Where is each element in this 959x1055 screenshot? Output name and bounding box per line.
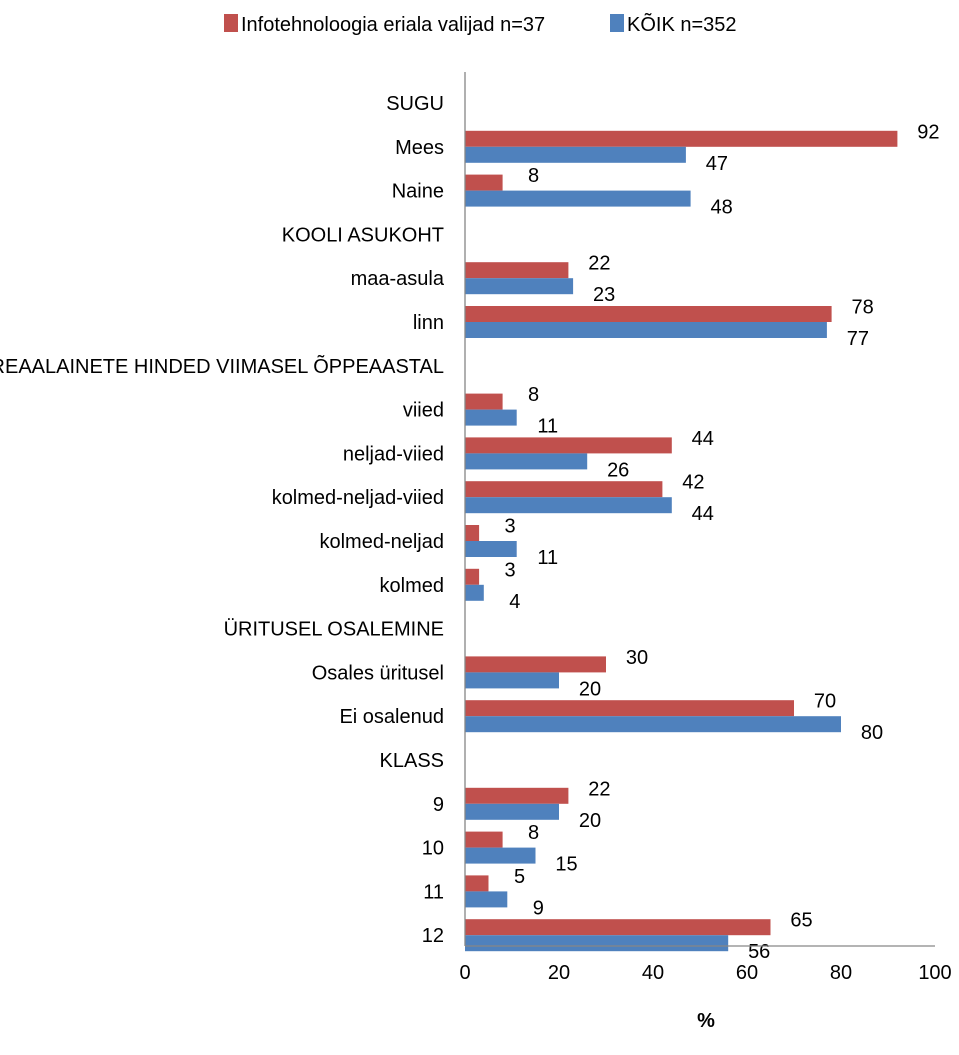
category-label-10: 10: [422, 838, 444, 860]
axes: [464, 72, 935, 947]
value-label-koik-naine: 48: [710, 197, 732, 219]
category-label-klass: KLASS: [380, 750, 444, 772]
bar-infotehnoloogia-viied: [465, 393, 503, 410]
value-label-infotehnoloogia-12: 65: [790, 910, 812, 932]
bar-infotehnoloogia-12: [465, 919, 771, 936]
value-label-infotehnoloogia-9: 22: [588, 778, 610, 800]
bar-infotehnoloogia-osales-uritusel: [465, 656, 606, 673]
bar-koik-maa-asula: [465, 278, 574, 295]
value-label-koik-kolmed-neljad: 11: [537, 547, 558, 569]
category-labels: SUGU Mees Naine KOOLI ASUKOHT maa-asula linn R…: [0, 93, 445, 947]
bar-koik-ei-osalenud: [465, 716, 841, 733]
x-axis-ticks: 0 20 40 60 80 100: [459, 962, 951, 984]
bar-koik-kolmed-neljad: [465, 541, 517, 557]
bar-koik-naine: [465, 190, 691, 207]
value-label-infotehnoloogia-neljad-viied: 44: [692, 428, 714, 450]
category-label-uritusel-osalemine: ÜRITUSEL OSALEMINE: [224, 619, 444, 641]
value-label-infotehnoloogia-kolmed-neljad: 3: [505, 516, 516, 538]
bar-infotehnoloogia-naine: [465, 174, 503, 191]
bar-koik-linn: [465, 322, 827, 338]
category-label-reaalainete-hinded-viimasel-oppeaastal: REAALAINETE HINDED VIIMASEL ÕPPEAASTAL: [0, 354, 444, 378]
bar-infotehnoloogia-kolmed: [465, 568, 480, 585]
category-label-maa-asula: maa-asula: [351, 268, 445, 290]
bar-infotehnoloogia-neljad-viied: [465, 437, 672, 454]
legend-label-koik: KÕIK n=352: [627, 12, 737, 36]
legend-swatch-koik: [610, 14, 624, 32]
x-axis-title: %: [697, 1010, 715, 1032]
value-label-koik-viied: 11: [537, 416, 558, 438]
category-label-9: 9: [433, 794, 444, 816]
legend-swatch-infotehnoloogia: [224, 14, 238, 32]
bar-koik-viied: [465, 409, 517, 426]
value-label-infotehnoloogia-maa-asula: 22: [588, 253, 610, 275]
bar-koik-mees: [465, 146, 686, 163]
value-label-infotehnoloogia-linn: 78: [851, 297, 873, 319]
value-label-koik-12: 56: [748, 941, 770, 963]
value-label-infotehnoloogia-viied: 8: [528, 384, 539, 406]
bar-koik-12: [465, 935, 729, 952]
bar-koik-10: [465, 847, 536, 864]
bar-infotehnoloogia-10: [465, 831, 503, 848]
legend-label-infotehnoloogia: Infotehnoloogia eriala valijad n=37: [241, 14, 545, 36]
category-label-linn: linn: [413, 312, 444, 334]
value-label-infotehnoloogia-ei-osalenud: 70: [814, 691, 836, 713]
value-label-koik-maa-asula: 23: [593, 284, 615, 306]
value-label-koik-kolmed: 4: [509, 591, 520, 613]
category-label-naine: Naine: [392, 181, 444, 203]
value-label-infotehnoloogia-11: 5: [514, 866, 525, 888]
value-label-koik-neljad-viied: 26: [607, 459, 629, 481]
value-label-koik-kolmed-neljad-viied: 44: [692, 503, 714, 525]
category-label-11: 11: [423, 881, 444, 903]
bar-infotehnoloogia-11: [465, 875, 489, 892]
value-label-infotehnoloogia-kolmed-neljad-viied: 42: [682, 472, 704, 494]
category-label-12: 12: [422, 925, 444, 947]
value-label-koik-9: 20: [579, 810, 601, 832]
value-label-infotehnoloogia-naine: 8: [528, 165, 539, 187]
bar-koik-9: [465, 803, 559, 820]
bar-koik-kolmed-neljad-viied: [465, 497, 672, 514]
category-label-kolmed: kolmed: [380, 575, 444, 597]
bar-koik-osales-uritusel: [465, 672, 559, 689]
category-label-sugu: SUGU: [386, 93, 444, 115]
value-label-koik-11: 9: [533, 897, 544, 919]
bar-koik-neljad-viied: [465, 453, 588, 470]
bars: [465, 130, 898, 952]
value-label-infotehnoloogia-kolmed: 3: [505, 559, 516, 581]
bar-infotehnoloogia-ei-osalenud: [465, 700, 794, 717]
x-tick-label-40: 40: [642, 962, 664, 984]
bar-infotehnoloogia-linn: [465, 306, 832, 322]
category-label-kolmed-neljad-viied: kolmed-neljad-viied: [272, 487, 444, 509]
category-label-osales-uritusel: Osales üritusel: [312, 662, 444, 684]
bar-infotehnoloogia-mees: [465, 130, 898, 147]
x-tick-label-20: 20: [548, 962, 570, 984]
value-label-koik-ei-osalenud: 80: [861, 722, 883, 744]
category-label-mees: Mees: [395, 137, 444, 159]
bar-infotehnoloogia-9: [465, 787, 569, 804]
x-tick-label-100: 100: [918, 962, 951, 984]
legend: Infotehnoloogia eriala valijad n=37 KÕIK…: [224, 12, 737, 36]
x-tick-label-80: 80: [830, 962, 852, 984]
x-tick-label-60: 60: [736, 962, 758, 984]
value-label-koik-10: 15: [555, 854, 577, 876]
category-label-kooli-asukoht: KOOLI ASUKOHT: [282, 224, 444, 246]
value-label-koik-osales-uritusel: 20: [579, 678, 601, 700]
value-labels: 92 47 8 48 22 23 78 77 8 11 44 26 42 44 3 11 3 4 30 20 70 80 2…: [505, 121, 940, 963]
x-tick-label-0: 0: [459, 962, 470, 984]
value-label-infotehnoloogia-10: 8: [528, 822, 539, 844]
category-label-kolmed-neljad: kolmed-neljad: [319, 531, 444, 553]
bar-infotehnoloogia-maa-asula: [465, 262, 569, 279]
bar-koik-kolmed: [465, 584, 484, 601]
bar-koik-11: [465, 891, 508, 908]
bar-infotehnoloogia-kolmed-neljad: [465, 525, 480, 541]
bar-infotehnoloogia-kolmed-neljad-viied: [465, 481, 663, 498]
value-label-infotehnoloogia-mees: 92: [917, 121, 939, 143]
category-label-viied: viied: [403, 400, 444, 422]
value-label-koik-linn: 77: [847, 328, 869, 350]
value-label-infotehnoloogia-osales-uritusel: 30: [626, 647, 648, 669]
value-label-koik-mees: 47: [706, 153, 728, 175]
category-label-ei-osalenud: Ei osalenud: [339, 706, 444, 728]
category-label-neljad-viied: neljad-viied: [343, 443, 444, 465]
